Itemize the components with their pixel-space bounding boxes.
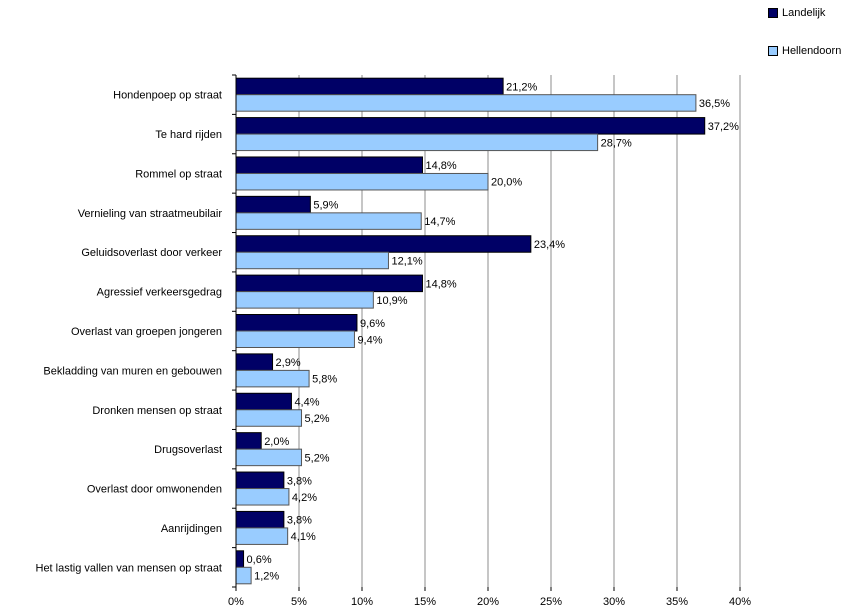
- data-label: 28,7%: [601, 137, 632, 149]
- data-label: 36,5%: [699, 98, 730, 110]
- data-label: 37,2%: [708, 121, 739, 133]
- category-label: Hondenpoep op straat: [113, 90, 222, 102]
- bar-landelijk: [235, 274, 423, 293]
- legend-swatch-landelijk: [768, 8, 778, 18]
- bar-landelijk: [235, 235, 532, 253]
- category-label: Overlast door omwonenden: [87, 484, 222, 496]
- bar-hellendoorn: [235, 488, 290, 506]
- bar-landelijk: [235, 314, 358, 332]
- axes: 0% 5% 10% 15% 20% 25% 30% 35% 40%: [228, 74, 751, 608]
- bar-landelijk: [235, 77, 504, 96]
- bar-hellendoorn: [235, 172, 489, 191]
- data-label: 1,2%: [254, 571, 279, 583]
- x-tick-label: 35%: [666, 596, 688, 608]
- bar-landelijk: [235, 195, 311, 214]
- bars: [235, 77, 706, 585]
- data-label: 5,8%: [312, 374, 337, 386]
- bar-hellendoorn: [235, 94, 697, 112]
- bar-landelijk: [235, 471, 285, 490]
- x-tick-label: 25%: [540, 596, 562, 608]
- bar-landelijk: [235, 550, 245, 568]
- x-tick-label: 40%: [729, 596, 751, 608]
- data-label: 5,2%: [305, 413, 330, 425]
- bar-landelijk: [235, 432, 262, 450]
- x-tick-label: 15%: [414, 596, 436, 608]
- legend-item-landelijk: Landelijk: [768, 6, 847, 20]
- bar-landelijk: [235, 510, 285, 529]
- bar-hellendoorn: [235, 133, 599, 152]
- data-label: 4,2%: [292, 492, 317, 504]
- data-label: 5,2%: [305, 452, 330, 464]
- x-tick-label: 10%: [351, 596, 373, 608]
- data-label: 5,9%: [313, 200, 338, 212]
- bar-hellendoorn: [235, 369, 310, 388]
- data-label: 14,8%: [425, 160, 456, 172]
- data-label: 9,6%: [360, 318, 385, 330]
- bar-hellendoorn: [235, 212, 422, 230]
- x-tick-label: 30%: [603, 596, 625, 608]
- bar-hellendoorn: [235, 251, 389, 270]
- bar-landelijk: [235, 392, 292, 411]
- legend-label-landelijk: Landelijk: [782, 7, 826, 19]
- category-label: Dronken mensen op straat: [92, 405, 222, 417]
- data-label: 4,1%: [291, 531, 316, 543]
- data-label: 3,8%: [287, 475, 312, 487]
- category-label: Het lastig vallen van mensen op straat: [36, 562, 223, 574]
- data-label: 2,0%: [264, 436, 289, 448]
- category-label: Geluidsoverlast door verkeer: [81, 247, 222, 259]
- bar-hellendoorn: [235, 566, 252, 585]
- bar-hellendoorn: [235, 291, 374, 309]
- data-label: 2,9%: [276, 357, 301, 369]
- data-label: 12,1%: [391, 255, 422, 267]
- x-tick-label: 0%: [228, 596, 244, 608]
- legend: Landelijk Hellendoorn: [768, 6, 847, 82]
- bar-landelijk: [235, 117, 706, 135]
- data-label: 10,9%: [376, 295, 407, 307]
- legend-swatch-hellendoorn: [768, 46, 778, 56]
- category-label: Te hard rijden: [155, 129, 222, 141]
- category-label: Rommel op straat: [135, 168, 222, 180]
- legend-item-hellendoorn: Hellendoorn: [768, 44, 847, 58]
- data-label: 21,2%: [506, 81, 537, 93]
- bar-hellendoorn: [235, 330, 355, 348]
- category-label: Drugsoverlast: [154, 444, 222, 456]
- category-label: Agressief verkeersgedrag: [97, 287, 222, 299]
- bar-landelijk: [235, 156, 423, 174]
- data-label: 20,0%: [491, 177, 522, 189]
- data-label: 3,8%: [287, 515, 312, 527]
- data-label: 23,4%: [534, 239, 565, 251]
- data-label: 14,8%: [425, 278, 456, 290]
- bar-hellendoorn: [235, 448, 303, 467]
- legend-label-hellendoorn: Hellendoorn: [782, 45, 842, 57]
- labels: Hondenpoep op straat 21,2% 36,5% Te hard ri…: [36, 81, 740, 582]
- data-label: 9,4%: [357, 334, 382, 346]
- bar-landelijk: [235, 353, 274, 371]
- category-label: Vernieling van straatmeubilair: [78, 208, 223, 220]
- bar-hellendoorn: [235, 409, 303, 427]
- category-label: Bekladding van muren en gebouwen: [43, 365, 222, 377]
- bar-hellendoorn: [235, 527, 289, 545]
- category-label: Overlast van groepen jongeren: [71, 326, 222, 338]
- gridlines: [298, 75, 741, 587]
- category-label: Aanrijdingen: [161, 523, 222, 535]
- data-label: 4,4%: [294, 397, 319, 409]
- data-label: 14,7%: [424, 216, 455, 228]
- x-tick-label: 5%: [291, 596, 307, 608]
- x-tick-label: 20%: [477, 596, 499, 608]
- data-label: 0,6%: [247, 554, 272, 566]
